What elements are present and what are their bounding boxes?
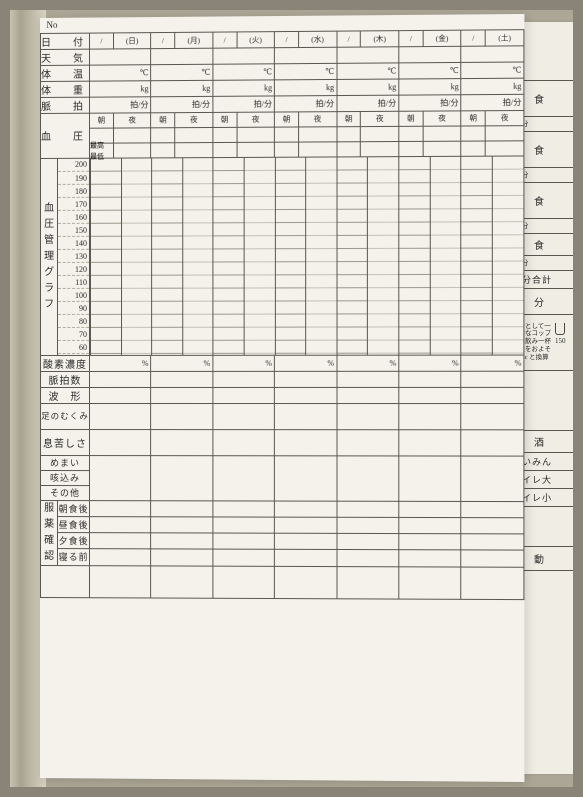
cup-icon: [555, 323, 565, 335]
date-label: 日 付: [40, 33, 89, 49]
med-label: 服薬確認: [40, 500, 57, 565]
oxygen-label: 酸素濃度: [40, 355, 89, 371]
scale-tick: 200: [58, 158, 89, 171]
row-foot: 足のむくみ: [40, 403, 523, 429]
scale-tick: 60: [58, 340, 89, 353]
row-med-breakfast: 服薬確認 朝食後: [40, 500, 523, 517]
scale-tick: 80: [58, 314, 89, 327]
row-pulse-wave: 波 形: [40, 387, 523, 403]
bp-max-lbl: 最高: [90, 141, 104, 151]
graph-label: 血圧管理グラフ: [40, 158, 57, 355]
row-pulse-count: 脈拍数: [40, 371, 523, 387]
scale-tick: 120: [58, 262, 89, 275]
bp-label: 血 圧: [40, 113, 89, 158]
scale-tick: 150: [58, 223, 89, 236]
weather-label: 天 気: [40, 49, 89, 65]
left-page: No 日 付 /(日) /(月) /(火) /(水) /(木) /(金) /(土…: [40, 14, 524, 782]
temp-label: 体 温: [40, 65, 89, 81]
notebook-photo: 朝 食 (塩分 昼 食 (塩分 夕 食 (塩分 間 食 (塩分 塩分合計 水 分…: [10, 10, 573, 787]
row-breath: 息苦しさ: [40, 429, 523, 456]
pulse-label: 脈 拍: [40, 97, 89, 113]
scale-tick: 110: [58, 275, 89, 288]
scale-tick: 130: [58, 249, 89, 262]
bp-min-lbl: 最低: [90, 152, 104, 162]
row-blank-bottom: [40, 565, 523, 599]
row-dizzy: めまい: [40, 455, 523, 471]
scale-tick: 190: [58, 171, 89, 184]
health-log-table: No 日 付 /(日) /(月) /(火) /(水) /(木) /(金) /(土…: [40, 14, 524, 600]
row-med-lunch: 昼食後: [40, 516, 523, 534]
scale-tick: 160: [58, 210, 89, 223]
scale-tick: 170: [58, 197, 89, 210]
row-med-sleep: 寝る前: [40, 549, 523, 567]
scale-tick: 140: [58, 236, 89, 249]
row-med-dinner: 夕食後: [40, 533, 523, 551]
scale-tick: 70: [58, 327, 89, 340]
row-graph: 血圧管理グラフ 20019018017016015014013012011010…: [40, 155, 523, 355]
row-oxygen: 酸素濃度 % % % % % % %: [40, 355, 523, 371]
weight-label: 体 重: [40, 81, 89, 97]
scale-tick: 180: [58, 184, 89, 197]
scale-tick: 100: [58, 288, 89, 301]
scale-tick: 90: [58, 301, 89, 314]
